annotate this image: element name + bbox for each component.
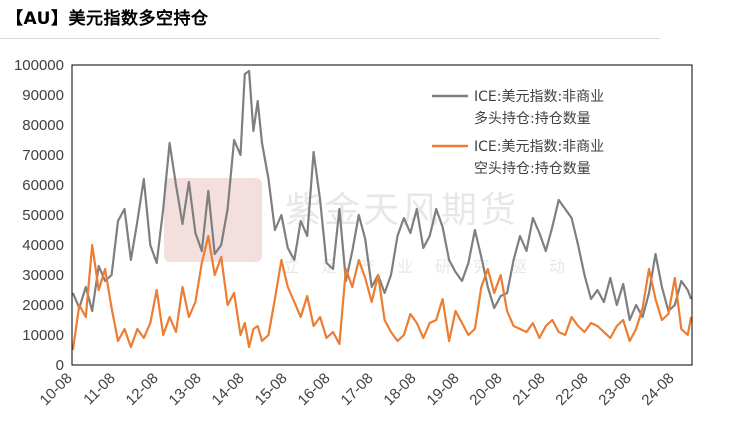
x-tick-label: 22-08 [552, 370, 591, 409]
watermark-subtext-char: 立 [283, 257, 299, 276]
watermark-logo [164, 178, 262, 262]
y-tick-label: 40000 [22, 237, 64, 254]
watermark-subtext-char: 业 [397, 257, 413, 276]
y-tick-label: 0 [56, 357, 64, 374]
y-tick-label: 50000 [22, 207, 64, 224]
x-tick-label: 21-08 [509, 370, 548, 409]
x-tick-label: 15-08 [252, 370, 291, 409]
plot-area-border [71, 64, 693, 366]
y-tick-label: 20000 [22, 297, 64, 314]
title-divider [0, 38, 660, 39]
x-tick-label: 13-08 [166, 370, 205, 409]
y-tick-label: 70000 [22, 147, 64, 164]
x-tick-label: 19-08 [423, 370, 462, 409]
y-tick-label: 30000 [22, 267, 64, 284]
x-tick-label: 23-08 [595, 370, 634, 409]
y-tick-label: 100000 [14, 57, 64, 74]
y-tick-label: 10000 [22, 327, 64, 344]
x-tick-label: 18-08 [380, 370, 419, 409]
watermark-subtext-char: 研 [435, 257, 451, 276]
x-tick-label: 24-08 [638, 370, 677, 409]
legend-label: ICE:美元指数:非商业 [474, 89, 604, 105]
y-tick-label: 80000 [22, 117, 64, 134]
x-tick-label: 14-08 [209, 370, 248, 409]
x-tick-label: 17-08 [338, 370, 377, 409]
watermark-subtext-char: 动 [549, 257, 565, 276]
x-tick-label: 11-08 [80, 370, 118, 408]
y-tick-label: 90000 [22, 87, 64, 104]
legend-label: 空头持仓:持仓数量 [474, 161, 591, 177]
chart-title: 【AU】美元指数多空持仓 [6, 9, 209, 29]
watermark-subtext-char: 驱 [511, 257, 527, 276]
y-tick-label: 60000 [22, 177, 64, 194]
legend-label: 多头持仓:持仓数量 [474, 110, 591, 127]
x-tick-label: 10-08 [37, 370, 76, 409]
x-tick-label: 12-08 [123, 370, 162, 409]
x-tick-label: 20-08 [466, 370, 505, 409]
series-line-short [71, 234, 693, 351]
legend-label: ICE:美元指数:非商业 [474, 139, 604, 155]
x-tick-label: 16-08 [295, 370, 334, 409]
